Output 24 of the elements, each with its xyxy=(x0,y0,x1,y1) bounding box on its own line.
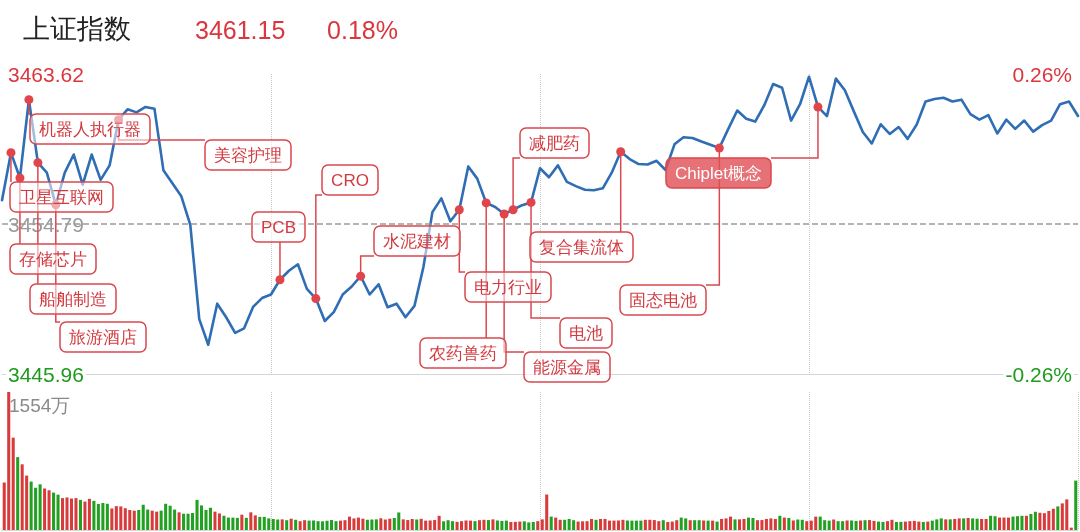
annotation: PCB xyxy=(261,217,296,237)
annotation: 固态电池 xyxy=(629,290,697,310)
annotation: CRO xyxy=(331,170,369,190)
annotation: 存储芯片 xyxy=(19,249,87,269)
chart-title: 上证指数 xyxy=(23,13,131,44)
annotation: 1554万 xyxy=(9,395,71,416)
annotation: 卫星互联网 xyxy=(19,187,104,207)
annotation: 旅游酒店 xyxy=(69,327,137,347)
y2-tick-label: 0.26% xyxy=(1012,62,1072,86)
chart-subtitle: 3461.15 0.18% xyxy=(195,15,398,44)
annotation: 电池 xyxy=(569,323,603,343)
annotation: 农药兽药 xyxy=(429,343,497,363)
y-tick-label: 3445.96 xyxy=(8,362,84,386)
annotation: Chiplet概念 xyxy=(675,163,762,183)
annotation: 能源金属 xyxy=(533,357,601,377)
y2-tick-label: -0.26% xyxy=(1005,362,1072,386)
annotation: 船舶制造 xyxy=(39,289,107,309)
annotation: 水泥建材 xyxy=(383,231,451,251)
annotation: 减肥药 xyxy=(529,133,580,153)
y-tick-label: 3463.62 xyxy=(8,62,84,86)
annotation: 美容护理 xyxy=(214,145,282,165)
annotation: 复合集流体 xyxy=(539,237,624,257)
annotation: 电力行业 xyxy=(474,277,542,297)
annotation: 机器人执行器 xyxy=(39,119,141,139)
